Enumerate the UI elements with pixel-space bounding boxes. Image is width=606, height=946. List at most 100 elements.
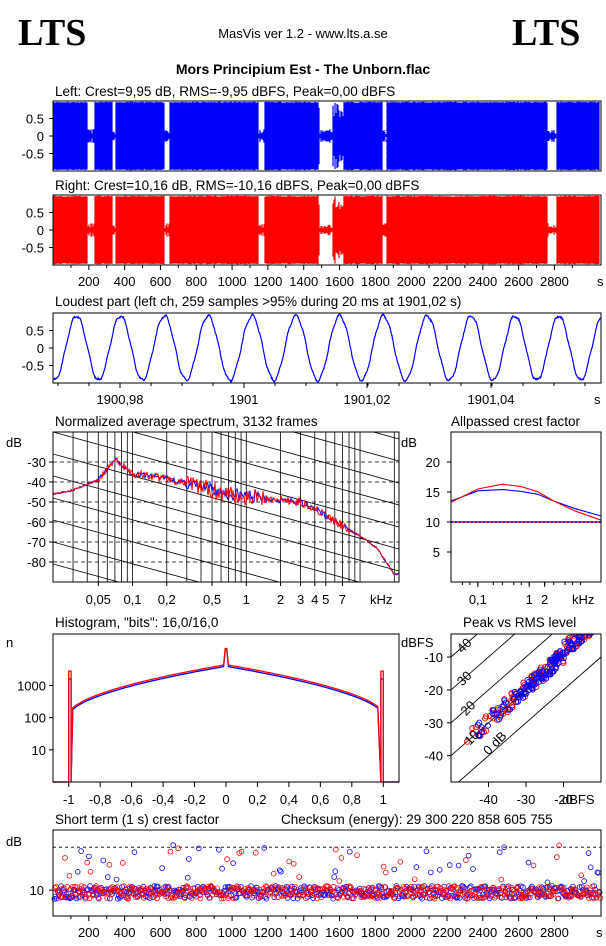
logo-left: LTS <box>18 12 86 54</box>
crest-series <box>450 483 602 521</box>
shortterm-point <box>184 883 190 889</box>
xtick-label: -20 <box>554 792 573 807</box>
shortterm-point <box>338 855 345 861</box>
shortterm-point <box>349 895 355 902</box>
shortterm-point <box>350 895 357 902</box>
peakrms-point <box>593 619 598 624</box>
peakrms-point <box>587 622 592 627</box>
ytick-label: -80 <box>27 555 46 570</box>
shortterm-point <box>222 888 228 895</box>
peakrms-point <box>583 622 588 627</box>
peakrms-point <box>497 705 504 712</box>
shortterm-point <box>535 891 542 898</box>
shortterm-point <box>457 891 464 898</box>
shortterm-point <box>276 886 283 893</box>
peakrms-point <box>589 621 594 626</box>
shortterm-point <box>426 889 433 895</box>
peakrms-point <box>570 634 577 637</box>
shortterm-point <box>184 874 191 881</box>
xtick-label: 2400 <box>468 925 497 940</box>
shortterm-point <box>506 894 512 900</box>
shortterm-point <box>427 885 434 892</box>
shortterm-point <box>355 888 361 894</box>
peakrms-point <box>529 686 536 693</box>
peakrms-point <box>588 619 593 624</box>
xtick-label: 2800 <box>540 925 569 940</box>
shortterm-point <box>581 889 588 896</box>
xtick-label: 1 <box>526 592 533 607</box>
xtick-label: -0,4 <box>152 792 174 807</box>
peakrms-point <box>588 628 593 633</box>
shortterm-point <box>419 884 426 890</box>
shortterm-point <box>463 892 470 898</box>
peakrms-ylabel: dBFS <box>401 635 434 650</box>
shortterm-point <box>413 864 420 870</box>
peakrms-point <box>585 619 590 624</box>
ytick-label: -0.5 <box>22 147 44 162</box>
shortterm-point <box>84 859 90 866</box>
shortterm-point <box>389 889 396 895</box>
peakrms-point <box>584 622 589 627</box>
peakrms-point <box>589 617 594 622</box>
histogram-series <box>53 647 399 783</box>
spectrum-slope-line <box>53 630 399 725</box>
shortterm-point <box>581 878 587 884</box>
shortterm-point <box>585 850 592 856</box>
peakrms-point <box>597 618 602 623</box>
ytick-label: -30 <box>424 716 443 731</box>
ytick-label: 0.5 <box>26 324 44 339</box>
shortterm-point <box>525 859 532 866</box>
peakrms-xlabel: dBFS <box>562 792 595 807</box>
peakrms-point <box>554 652 562 660</box>
peakrms-point <box>514 692 521 699</box>
xtick-label: 0,2 <box>158 592 176 607</box>
shortterm-xticks: 200 400 600 800 1000 1200 1400 1600 1800 2000 2200… <box>70 916 573 940</box>
spectrum-slope-line <box>53 696 399 791</box>
peakrms-point <box>533 680 540 687</box>
xtick-label: 1901,04 <box>468 392 515 407</box>
ytick-label: 15 <box>426 485 440 500</box>
peakrms-point <box>593 614 598 619</box>
spectrum-xunit: kHz <box>370 592 392 607</box>
crest-ylabel: dB <box>401 435 417 450</box>
peakrms-point <box>493 710 500 718</box>
shortterm-point <box>248 887 255 894</box>
loudest-series-left <box>53 313 601 384</box>
ytick-label: 0.5 <box>26 206 44 221</box>
shortterm-point <box>587 864 594 871</box>
shortterm-point <box>470 866 476 872</box>
peakrms-point <box>591 618 596 623</box>
shortterm-point <box>342 887 349 894</box>
peakrms-point <box>589 622 594 627</box>
xtick-label: 1901 <box>230 392 259 407</box>
peakrms-point <box>586 627 591 632</box>
shortterm-point <box>161 885 167 891</box>
peakrms-point <box>567 640 574 647</box>
peakrms-point <box>588 623 593 628</box>
peakrms-point <box>513 691 520 698</box>
shortterm-point <box>466 892 472 898</box>
shortterm-point <box>542 894 549 900</box>
shortterm-point <box>197 895 204 902</box>
peakrms-point <box>549 659 556 666</box>
shortterm-point <box>186 856 192 862</box>
peakrms-point <box>531 672 538 679</box>
spectrum-slope-line <box>53 541 201 582</box>
shortterm-point <box>345 894 351 901</box>
peakrms-point <box>588 628 593 633</box>
shortterm-point <box>87 868 94 875</box>
shortterm-point <box>344 893 350 899</box>
loudest-chart <box>53 313 601 384</box>
peakrms-point <box>586 618 591 623</box>
crest-line-label: 10 <box>461 727 482 748</box>
xtick-label: 2200 <box>433 925 462 940</box>
ytick-label: 0 <box>37 341 44 356</box>
shortterm-point <box>409 886 416 893</box>
shortterm-point <box>318 894 325 900</box>
peakrms-point <box>591 613 596 618</box>
ytick-label: 10 <box>32 743 46 758</box>
logo-right: LTS <box>512 12 580 54</box>
spectrum-yticks: -30 -40 -50 -60 -70 -80 <box>27 455 53 570</box>
shortterm-point <box>105 889 112 896</box>
shortterm-point <box>348 887 355 893</box>
